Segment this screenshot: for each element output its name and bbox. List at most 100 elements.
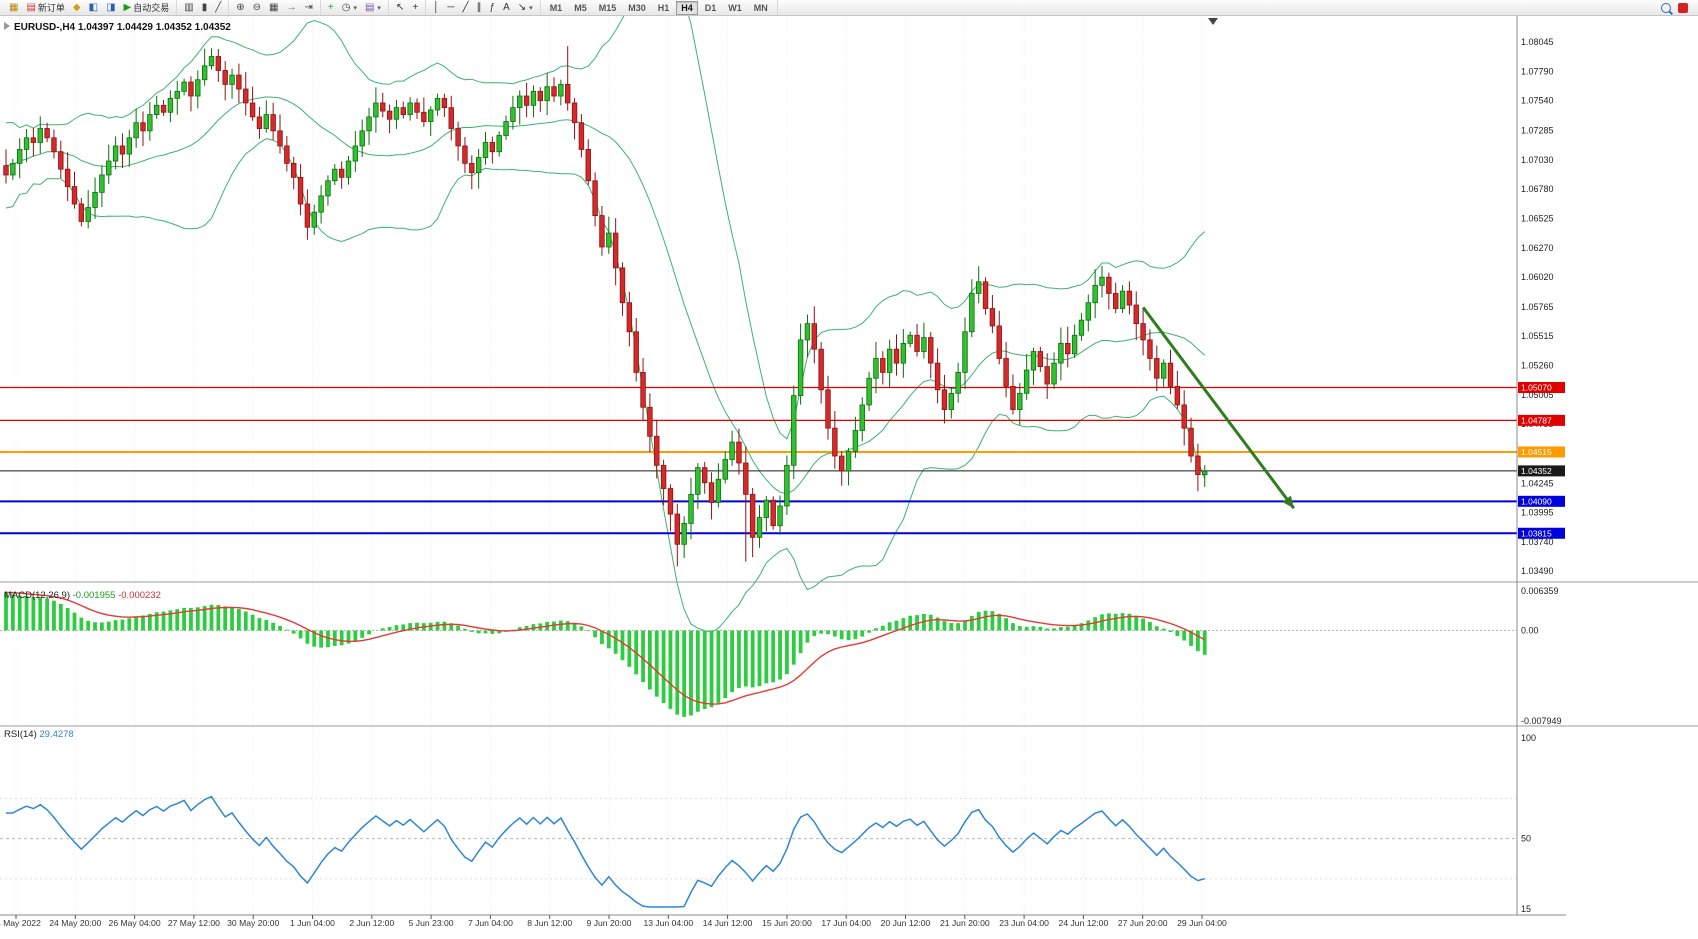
- candle-body: [503, 121, 509, 136]
- text-icon: A: [503, 1, 510, 13]
- bollinger-lower-band: [5, 138, 1206, 633]
- candle-body: [749, 493, 756, 538]
- candle-body: [578, 122, 585, 150]
- candle-body: [434, 97, 441, 111]
- indicators-plus-icon: +: [327, 1, 334, 13]
- price-tag-1.04515[interactable]: [1518, 446, 1565, 458]
- navigator-icon: ◨: [106, 1, 116, 13]
- horizontal-line-button[interactable]: ─: [444, 0, 457, 15]
- alert-badge-icon[interactable]: [1678, 2, 1688, 13]
- price-tag-1.04352[interactable]: [1518, 465, 1565, 477]
- time-axis-label: 20 Jun 12:00: [881, 918, 931, 928]
- trend-arrow[interactable]: [1141, 306, 1296, 510]
- timeframe-m5-button[interactable]: M5: [574, 2, 587, 13]
- line-chart-button[interactable]: ╱: [212, 0, 224, 15]
- time-axis-label: 26 May 04:00: [109, 918, 161, 928]
- market-watch-button[interactable]: ◧: [86, 0, 101, 15]
- candle-body: [982, 281, 989, 309]
- channel-button[interactable]: ∥: [474, 0, 485, 15]
- price-tag-label: 1.04515: [1521, 447, 1552, 457]
- candle-body: [955, 372, 961, 394]
- channel-icon: ∥: [476, 1, 482, 13]
- time-axis-label: 13 Jun 04:00: [643, 918, 693, 928]
- candle-body: [722, 459, 728, 480]
- candle-body: [1071, 334, 1078, 355]
- auto-trading-button[interactable]: ▶ 自动交易: [121, 0, 173, 15]
- main-toolbar: ▦ ▤ 新订单 ◆ ◧ ◨ ▶ 自动交易 ▥ ▮ ╱ ⊕ ⊖ ▦ → ⇥ + ◷ ▾ ▤ ▾ ↖ + │ ─ ╱ ∥ ƒ A ↘ ▾ M1 M5…: [0, 0, 1698, 16]
- chart-shift-marker[interactable]: [1208, 18, 1218, 25]
- candle-body: [873, 358, 879, 379]
- timeframe-m15-button[interactable]: M15: [598, 2, 617, 13]
- time-axis-label: 9 Jun 20:00: [587, 918, 632, 928]
- candle-body: [37, 128, 43, 143]
- candle-body: [1017, 392, 1023, 410]
- price-tag-1.05070[interactable]: [1518, 382, 1565, 394]
- candle-body: [393, 107, 400, 120]
- trendline-button[interactable]: ╱: [460, 0, 472, 15]
- arrows-button[interactable]: ↘ ▾: [515, 0, 536, 15]
- candle-body: [352, 145, 359, 162]
- candle-body: [804, 323, 811, 341]
- text-button[interactable]: A: [500, 0, 513, 15]
- candle-body: [585, 149, 591, 182]
- timeframe-m1-button[interactable]: M1: [549, 2, 563, 13]
- candle-body: [859, 404, 865, 431]
- templates-button[interactable]: ▤ ▾: [362, 0, 384, 15]
- candle-body: [311, 211, 317, 228]
- timeframe-m30-button[interactable]: M30: [628, 2, 646, 13]
- one-click-trading-toggle[interactable]: [4, 22, 10, 30]
- price-tag-1.03815[interactable]: [1518, 527, 1565, 539]
- candle-body: [229, 74, 235, 85]
- candle-body: [818, 348, 824, 391]
- timeframe-h4-button[interactable]: H4: [676, 0, 698, 15]
- timeframe-d1-button[interactable]: D1: [704, 2, 717, 13]
- auto-scroll-button[interactable]: →: [283, 0, 299, 15]
- candle-body: [16, 149, 23, 164]
- candle-body: [147, 114, 153, 132]
- timeframe-h1-button[interactable]: H1: [657, 2, 670, 13]
- chart-shift-button[interactable]: ⇥: [301, 0, 315, 15]
- zoom-in-button[interactable]: ⊕: [233, 0, 247, 15]
- chart-area[interactable]: 1.08045 1.07790 1.07540 1.07285 1.07030 1.067…: [0, 16, 1698, 939]
- rsi-line: [6, 795, 1205, 908]
- rsi-label: RSI(14) 29.4278: [4, 729, 74, 740]
- indicators-button[interactable]: +: [325, 0, 337, 15]
- cursor-button[interactable]: ↖: [393, 0, 407, 15]
- ohlc-bars-button[interactable]: ▥: [181, 0, 196, 15]
- price-tag-1.04090[interactable]: [1518, 495, 1565, 507]
- new-order-button[interactable]: ▤ 新订单: [23, 0, 67, 15]
- timeframe-w1-button[interactable]: W1: [728, 2, 742, 13]
- candle-body: [544, 86, 550, 102]
- search-icon[interactable]: [1661, 2, 1671, 13]
- price-tag-1.04787[interactable]: [1518, 414, 1565, 426]
- timeframe-mn-button[interactable]: MN: [753, 2, 768, 13]
- new-chart-button[interactable]: ▦: [6, 0, 21, 15]
- candle-body: [99, 174, 105, 193]
- profiles-button[interactable]: ◆: [70, 0, 84, 15]
- price-tick-label: 1.07540: [1521, 96, 1554, 106]
- candle-body: [1085, 302, 1091, 321]
- file-group: ▦ ▤ 新订单 ◆ ◧ ◨ ▶ 自动交易: [2, 0, 178, 15]
- candles-button[interactable]: ▮: [199, 0, 211, 15]
- candle-body: [1010, 385, 1016, 410]
- price-tag-label: 1.04090: [1521, 496, 1552, 506]
- candle-body: [140, 122, 146, 132]
- line-chart-icon: ╱: [215, 1, 222, 13]
- timeframes-group: M1 M5 M15 M30 H1 H4 D1 W1 MN: [541, 0, 778, 15]
- time-axis-label: 23 Jun 04:00: [999, 918, 1049, 928]
- tile-windows-button[interactable]: ▦: [266, 0, 281, 15]
- navigator-button[interactable]: ◨: [103, 0, 118, 15]
- candle-body: [777, 505, 783, 527]
- periods-button[interactable]: ◷ ▾: [339, 0, 360, 15]
- zoom-out-button[interactable]: ⊖: [250, 0, 264, 15]
- candle-body: [30, 137, 37, 143]
- candle-body: [71, 186, 78, 205]
- fibonacci-button[interactable]: ƒ: [487, 0, 499, 15]
- candle-body: [934, 362, 941, 391]
- time-axis-label: 15 Jun 20:00: [762, 918, 812, 928]
- candle-body: [914, 334, 920, 352]
- crosshair-button[interactable]: +: [409, 0, 421, 15]
- candle-body: [907, 334, 913, 344]
- vertical-line-button[interactable]: │: [430, 0, 442, 15]
